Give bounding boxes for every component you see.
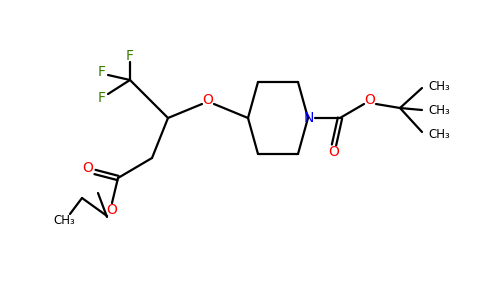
Text: O: O xyxy=(364,93,376,107)
Text: CH₃: CH₃ xyxy=(53,214,75,226)
Text: O: O xyxy=(329,145,339,159)
Text: F: F xyxy=(98,91,106,105)
Text: F: F xyxy=(98,65,106,79)
Text: F: F xyxy=(126,49,134,63)
Text: CH₃: CH₃ xyxy=(428,80,450,92)
Text: CH₃: CH₃ xyxy=(428,103,450,116)
Text: N: N xyxy=(304,111,314,125)
Text: O: O xyxy=(83,161,93,175)
Text: O: O xyxy=(203,93,213,107)
Text: CH₃: CH₃ xyxy=(428,128,450,140)
Text: O: O xyxy=(106,203,118,217)
